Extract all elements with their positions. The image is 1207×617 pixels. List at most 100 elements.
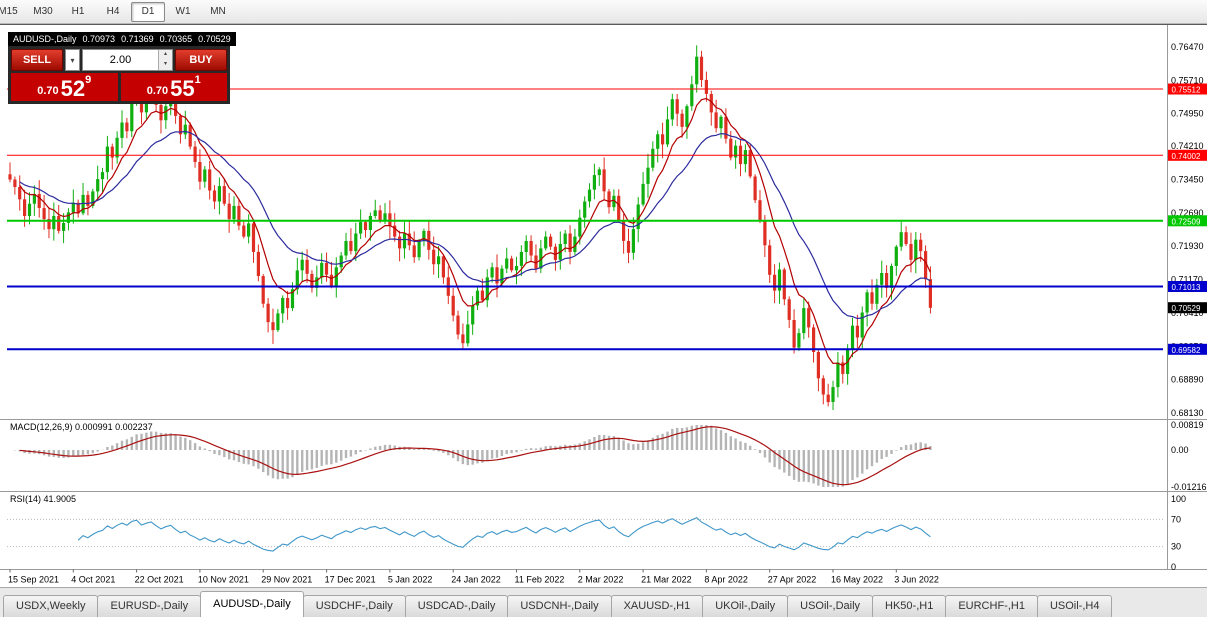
- chart-tab-ukoil-daily[interactable]: UKOil-,Daily: [702, 595, 789, 617]
- rsi-axis-labels: 100 70 30 0: [1171, 494, 1186, 572]
- one-click-trade-panel: SELL ▾ 2.00 ▴ ▾ BUY 0.70 52 9 0.70 55: [8, 46, 230, 104]
- macd-indicator-label: MACD(12,26,9) 0.000991 0.002237: [10, 422, 153, 432]
- ask-price-pips: 55: [170, 76, 195, 101]
- svg-text:15 Sep 2021: 15 Sep 2021: [8, 575, 59, 585]
- svg-text:0.72690: 0.72690: [1171, 208, 1204, 218]
- bid-price-display: 0.70 52 9: [11, 73, 118, 101]
- ask-price-prefix: 0.70: [146, 85, 169, 97]
- volume-dropdown[interactable]: ▾: [65, 49, 80, 71]
- ohlc-close-value: 0.70529: [198, 34, 231, 44]
- svg-text:0: 0: [1171, 562, 1176, 572]
- bid-price-pips: 52: [60, 76, 86, 101]
- timeframe-h4[interactable]: H4: [106, 5, 120, 17]
- chart-tab-usdcnh-daily[interactable]: USDCNH-,Daily: [507, 595, 612, 617]
- candles-layer: [8, 45, 932, 410]
- ohlc-open-value: 0.70973: [82, 34, 116, 44]
- svg-text:-0.01216: -0.01216: [1171, 482, 1207, 492]
- price-axis-labels: 0.76470 0.75710 0.74950 0.74210 0.73450 0.726…: [1171, 42, 1204, 418]
- svg-text:100: 100: [1171, 494, 1186, 504]
- rsi-indicator-label: RSI(14) 41.9005: [10, 494, 76, 504]
- chart-tab-usdx-weekly[interactable]: USDX,Weekly: [3, 595, 99, 617]
- chart-tab-eurchf-h1[interactable]: EURCHF-,H1: [945, 595, 1038, 617]
- chart-tab-usoil-h4[interactable]: USOil-,H4: [1036, 595, 1113, 617]
- svg-text:0.74210: 0.74210: [1171, 141, 1204, 151]
- timeframe-d1[interactable]: D1: [131, 1, 165, 22]
- svg-text:0.71013: 0.71013: [1172, 283, 1201, 292]
- svg-text:30: 30: [1171, 542, 1181, 552]
- svg-text:3 Jun 2022: 3 Jun 2022: [894, 575, 939, 585]
- timeframe-toolbar: M15 M30 H1 H4 D1 W1 MN: [0, 0, 1207, 24]
- bid-price-prefix: 0.70: [37, 85, 59, 97]
- chart-canvas[interactable]: 0.76470 0.75710 0.74950 0.74210 0.73450 0.726…: [0, 25, 1207, 588]
- chart-tab-usoil-daily[interactable]: USOil-,Daily: [787, 595, 874, 617]
- frame-layer: [0, 25, 1207, 570]
- chart-tab-xauusd-h1[interactable]: XAUUSD-,H1: [610, 595, 704, 617]
- svg-text:0.74002: 0.74002: [1172, 152, 1201, 161]
- svg-text:0.68890: 0.68890: [1171, 375, 1204, 385]
- timeframe-mn[interactable]: MN: [210, 5, 226, 17]
- chart-tab-hk50-h1[interactable]: HK50-,H1: [872, 595, 947, 617]
- svg-text:0.75512: 0.75512: [1172, 86, 1201, 95]
- sell-button[interactable]: SELL: [11, 49, 63, 71]
- date-axis: 15 Sep 2021 4 Oct 2021 22 Oct 2021 10 Nov 2…: [8, 569, 939, 585]
- svg-text:0.00: 0.00: [1171, 445, 1189, 455]
- chevron-down-icon: ▾: [70, 55, 75, 65]
- svg-text:22 Oct 2021: 22 Oct 2021: [135, 575, 184, 585]
- svg-text:21 Mar 2022: 21 Mar 2022: [641, 575, 692, 585]
- buy-button[interactable]: BUY: [175, 49, 227, 71]
- chart-symbol-label: AUDUSD-,Daily: [13, 34, 77, 44]
- macd-name: MACD(12,26,9): [10, 422, 73, 432]
- timeframe-h1[interactable]: H1: [71, 5, 85, 17]
- svg-text:0.74950: 0.74950: [1171, 109, 1204, 119]
- ohlc-low-value: 0.70365: [159, 34, 193, 44]
- moving-averages-layer: [19, 97, 931, 367]
- svg-text:24 Jan 2022: 24 Jan 2022: [451, 575, 501, 585]
- levels-layer: [7, 88, 1163, 351]
- bid-price-point: 9: [85, 74, 92, 86]
- svg-text:10 Nov 2021: 10 Nov 2021: [198, 575, 249, 585]
- rsi-value: 41.9005: [43, 494, 77, 504]
- svg-text:27 Apr 2022: 27 Apr 2022: [768, 575, 817, 585]
- svg-text:2 Mar 2022: 2 Mar 2022: [578, 575, 624, 585]
- macd-histogram-layer: [13, 425, 932, 487]
- spinner-up-icon[interactable]: ▴: [159, 50, 172, 60]
- rsi-layer: [7, 516, 1163, 552]
- svg-text:8 Apr 2022: 8 Apr 2022: [704, 575, 748, 585]
- timeframe-w1[interactable]: W1: [175, 5, 191, 17]
- spinner-down-icon[interactable]: ▾: [159, 60, 172, 70]
- volume-value: 2.00: [109, 54, 132, 66]
- ohlc-high-value: 0.71369: [121, 34, 154, 44]
- macd-axis-labels: 0.00819 0.00 -0.01216: [1171, 420, 1207, 492]
- svg-text:70: 70: [1171, 514, 1181, 524]
- svg-text:0.71170: 0.71170: [1171, 275, 1203, 285]
- svg-text:4 Oct 2021: 4 Oct 2021: [71, 575, 115, 585]
- svg-text:0.72509: 0.72509: [1172, 217, 1201, 226]
- chart-tab-usdchf-daily[interactable]: USDCHF-,Daily: [302, 595, 406, 617]
- svg-text:0.73450: 0.73450: [1171, 175, 1204, 185]
- svg-text:17 Dec 2021: 17 Dec 2021: [325, 575, 376, 585]
- ask-price-point: 1: [194, 74, 201, 86]
- chart-tab-usdcad-daily[interactable]: USDCAD-,Daily: [404, 595, 509, 617]
- svg-text:0.68130: 0.68130: [1171, 408, 1204, 418]
- ask-price-display: 0.70 55 1: [120, 73, 227, 101]
- chart-window[interactable]: 0.76470 0.75710 0.74950 0.74210 0.73450 0.726…: [0, 24, 1207, 587]
- ohlc-info-bar: AUDUSD-,Daily 0.70973 0.71369 0.70365 0.…: [8, 32, 236, 46]
- svg-text:11 Feb 2022: 11 Feb 2022: [515, 575, 565, 585]
- svg-text:0.00819: 0.00819: [1171, 420, 1204, 430]
- rsi-name: RSI(14): [10, 494, 42, 504]
- chart-tabs-bar: USDX,Weekly EURUSD-,Daily AUDUSD-,Daily USD…: [0, 587, 1207, 617]
- volume-field[interactable]: 2.00 ▴ ▾: [82, 49, 173, 71]
- svg-text:0.75710: 0.75710: [1171, 75, 1204, 85]
- chart-tab-eurusd-daily[interactable]: EURUSD-,Daily: [97, 595, 202, 617]
- svg-text:16 May 2022: 16 May 2022: [831, 575, 883, 585]
- volume-spinner[interactable]: ▴ ▾: [158, 50, 172, 70]
- price-tags: 0.75512 0.74002 0.72509 0.71013 0.69582 0.705…: [1168, 83, 1207, 355]
- chart-tab-audusd-daily[interactable]: AUDUSD-,Daily: [200, 591, 304, 617]
- timeframe-m15[interactable]: M15: [0, 5, 18, 17]
- svg-text:0.70529: 0.70529: [1172, 304, 1201, 313]
- timeframe-m30[interactable]: M30: [33, 5, 53, 17]
- svg-text:0.76470: 0.76470: [1171, 42, 1204, 52]
- macd-signal-layer: [19, 426, 931, 486]
- svg-text:29 Nov 2021: 29 Nov 2021: [261, 575, 312, 585]
- macd-values: 0.000991 0.002237: [75, 422, 153, 432]
